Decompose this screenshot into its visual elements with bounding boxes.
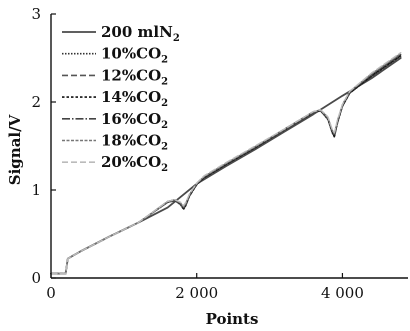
x-axis-title: Points xyxy=(206,310,259,328)
legend: 200 mlN210%CO212%CO214%CO216%CO218%CO220… xyxy=(62,23,180,174)
x-tick-label: 2 000 xyxy=(175,284,218,302)
legend-label-5: 18%CO2 xyxy=(101,132,168,153)
legend-label-2: 12%CO2 xyxy=(101,66,168,87)
x-ticks: 0 2 000 4 000 xyxy=(46,273,364,302)
legend-label-4: 16%CO2 xyxy=(101,110,168,131)
legend-label-0: 200 mlN2 xyxy=(101,23,180,44)
plot-area: 0 2 000 4 000 0 1 2 3 xyxy=(31,5,408,302)
legend-label-1: 10%CO2 xyxy=(101,45,168,66)
y-tick-label: 1 xyxy=(31,181,41,199)
y-tick-label: 3 xyxy=(31,5,41,23)
y-ticks: 0 1 2 3 xyxy=(31,5,56,287)
y-axis-title: Signal/V xyxy=(6,114,24,185)
y-tick-label: 0 xyxy=(31,269,41,287)
x-tick-label: 4 000 xyxy=(321,284,364,302)
y-tick-label: 2 xyxy=(31,93,41,111)
x-tick-label: 0 xyxy=(46,284,56,302)
legend-label-3: 14%CO2 xyxy=(101,88,168,109)
series-layer xyxy=(50,52,402,275)
legend-label-6: 20%CO2 xyxy=(101,153,168,174)
series-line-6 xyxy=(50,52,402,275)
